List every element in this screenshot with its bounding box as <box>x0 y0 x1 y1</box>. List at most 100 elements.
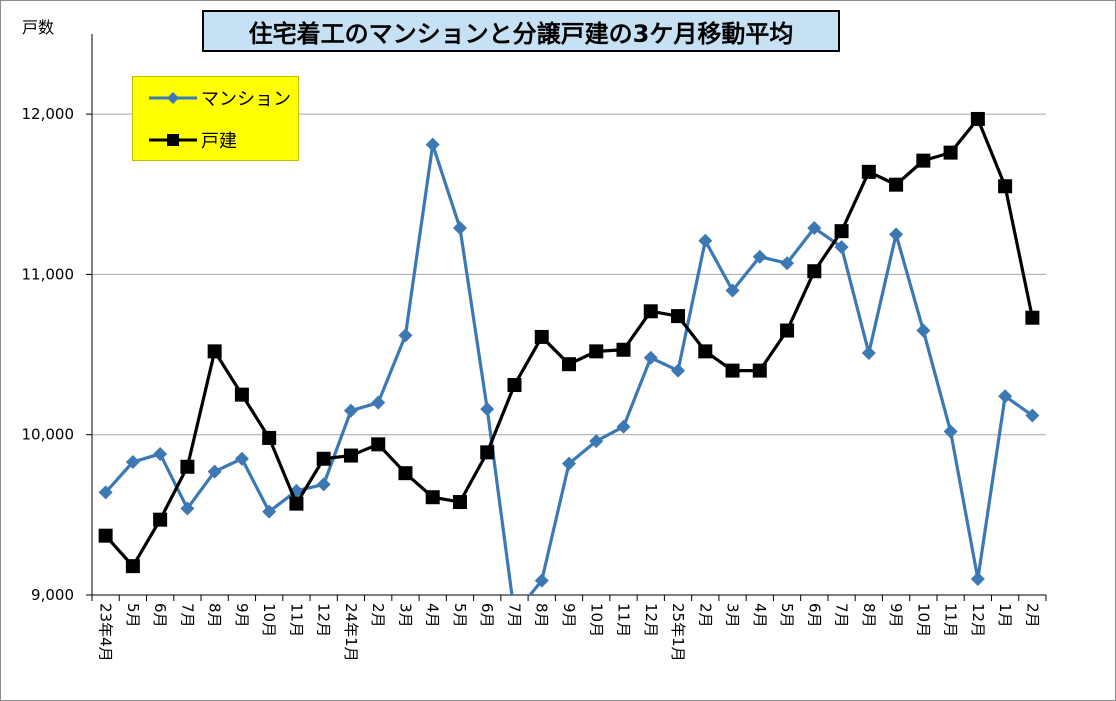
data-point <box>153 512 168 527</box>
data-point <box>262 430 277 445</box>
series-line <box>104 142 1034 595</box>
legend: マンション 戸建 <box>132 76 299 161</box>
data-point <box>861 164 876 179</box>
data-point <box>371 437 386 452</box>
data-point <box>616 419 631 434</box>
data-point <box>943 424 958 439</box>
legend-swatch-detached <box>149 134 197 146</box>
x-tick-label: 4月 <box>751 603 769 628</box>
data-point <box>970 571 985 586</box>
data-point <box>316 477 331 492</box>
data-point <box>316 451 331 466</box>
data-point <box>861 345 876 360</box>
data-point <box>534 329 549 344</box>
x-tick-label: 9月 <box>233 603 251 628</box>
data-point <box>234 387 249 402</box>
x-tick-label: 7月 <box>833 603 851 628</box>
data-point <box>562 456 576 471</box>
data-point <box>98 528 113 543</box>
data-point <box>671 363 686 378</box>
x-tick-label: 10月 <box>587 603 605 637</box>
data-point <box>616 342 631 357</box>
data-point <box>480 402 495 417</box>
data-point <box>207 344 222 359</box>
x-tick-label: 6月 <box>805 603 823 628</box>
x-tick-label: 2月 <box>1023 603 1041 628</box>
data-point <box>480 445 495 460</box>
data-point <box>889 227 904 242</box>
data-point <box>998 179 1013 194</box>
data-point <box>153 446 168 461</box>
data-point <box>234 451 249 466</box>
data-point <box>343 403 358 418</box>
x-tick-label: 5月 <box>451 603 469 628</box>
legend-label-mansion: マンション <box>201 89 291 110</box>
x-tick-label: 8月 <box>206 603 224 628</box>
x-tick-label: 9月 <box>887 603 905 628</box>
data-point <box>943 145 958 160</box>
x-tick-label: 5月 <box>124 603 142 628</box>
data-point <box>425 490 440 505</box>
x-tick-label: 12月 <box>969 603 987 637</box>
data-point <box>916 153 931 168</box>
x-tick-label: 12月 <box>315 603 333 637</box>
data-point <box>125 559 140 574</box>
data-point <box>262 504 277 519</box>
x-tick-label: 8月 <box>533 603 551 628</box>
y-tick-label: 10,000 <box>22 426 75 444</box>
data-point <box>125 454 140 469</box>
data-point <box>643 350 658 365</box>
x-tick-label: 4月 <box>424 603 442 628</box>
data-point <box>780 256 795 271</box>
data-point <box>98 485 113 500</box>
data-point <box>371 395 386 410</box>
legend-item-detached: 戸建 <box>147 128 237 152</box>
y-tick-label: 9,000 <box>31 586 74 604</box>
data-point <box>289 496 304 511</box>
x-tick-label: 10月 <box>914 603 932 637</box>
data-point <box>562 357 576 372</box>
x-tick-label: 11月 <box>942 603 960 637</box>
data-point <box>398 328 413 343</box>
x-tick-label: 2月 <box>369 603 387 628</box>
data-point <box>752 249 767 264</box>
data-point <box>452 220 467 235</box>
data-point <box>970 111 985 126</box>
legend-item-mansion: マンション <box>147 86 291 110</box>
data-point <box>889 177 904 192</box>
data-point <box>425 137 440 152</box>
data-point <box>507 378 522 393</box>
data-point <box>725 363 740 378</box>
x-tick-label: 3月 <box>724 603 742 628</box>
y-tick-label: 11,000 <box>22 265 75 283</box>
data-point <box>589 434 604 449</box>
data-point <box>534 573 549 588</box>
y-tick-label: 12,000 <box>22 105 75 123</box>
data-point <box>834 240 849 255</box>
series-detached <box>98 111 1040 574</box>
x-tick-label: 1月 <box>996 603 1014 628</box>
x-tick-label: 24年1月 <box>342 603 360 662</box>
chart-title-box: 住宅着工のマンションと分譲戸建の3ケ月移動平均 <box>202 10 840 52</box>
x-tick-label: 11月 <box>615 603 633 637</box>
x-tick-label: 11月 <box>287 603 305 637</box>
x-tick-label: 25年1月 <box>669 603 687 662</box>
x-tick-label: 5月 <box>778 603 796 628</box>
data-point <box>643 304 658 319</box>
x-tick-labels: 23年4月 5月 6月 7月 8月 9月 10月 11月 12月 24年1月 2月 3月 4月 5月 6月 7… <box>97 603 1042 662</box>
y-tick-labels: 9,000 10,000 11,000 12,000 <box>22 105 75 604</box>
data-point <box>343 448 358 463</box>
data-point <box>916 323 931 338</box>
data-point <box>452 495 467 510</box>
x-tick-label: 9月 <box>560 603 578 628</box>
x-tick-label: 10月 <box>260 603 278 637</box>
x-tick-label: 7月 <box>178 603 196 628</box>
data-point <box>780 323 795 338</box>
x-tick-label: 23年4月 <box>97 603 115 662</box>
x-tick-label: 8月 <box>860 603 878 628</box>
series-lines <box>98 111 1040 595</box>
data-point <box>1025 408 1040 423</box>
data-point <box>207 464 222 479</box>
data-point <box>698 344 713 359</box>
